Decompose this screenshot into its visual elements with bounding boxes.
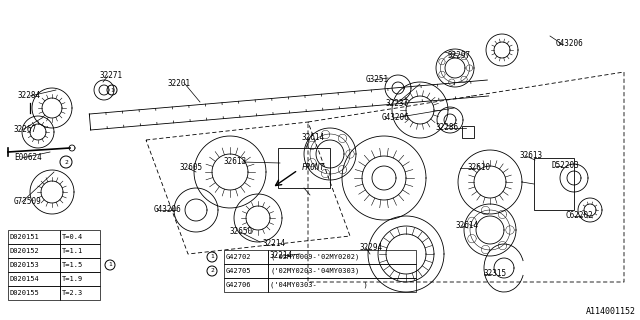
Text: E00624: E00624 <box>14 154 42 163</box>
Text: 32294: 32294 <box>360 244 383 252</box>
Text: G43206: G43206 <box>154 205 182 214</box>
Text: G72509: G72509 <box>14 197 42 206</box>
Text: 2: 2 <box>210 268 214 274</box>
Text: 32605: 32605 <box>180 164 203 172</box>
Text: 1: 1 <box>210 254 214 260</box>
Text: ('02MY0009-'02MY0202): ('02MY0009-'02MY0202) <box>270 254 359 260</box>
Bar <box>8 230 60 244</box>
Bar <box>268 278 416 292</box>
Bar <box>8 286 60 300</box>
Text: 32214: 32214 <box>262 239 285 249</box>
Text: G3251: G3251 <box>366 76 389 84</box>
Text: T=2.3: T=2.3 <box>62 290 83 296</box>
Text: D020155: D020155 <box>10 290 40 296</box>
Text: 2: 2 <box>64 159 68 164</box>
Text: T=1.9: T=1.9 <box>62 276 83 282</box>
Bar <box>278 148 330 188</box>
Bar <box>60 230 100 244</box>
Text: G42702: G42702 <box>226 254 252 260</box>
Text: C62202: C62202 <box>566 212 594 220</box>
Bar <box>224 264 268 278</box>
Bar <box>224 278 268 292</box>
Text: 32613: 32613 <box>224 157 247 166</box>
Text: G43206: G43206 <box>556 39 584 49</box>
Bar <box>268 264 416 278</box>
Text: G42705: G42705 <box>226 268 252 274</box>
Text: 32286: 32286 <box>436 124 459 132</box>
Text: ('04MY0303-           ): ('04MY0303- ) <box>270 282 368 288</box>
Text: T=0.4: T=0.4 <box>62 234 83 240</box>
Text: G43206: G43206 <box>382 114 410 123</box>
Text: 32650: 32650 <box>230 228 253 236</box>
Text: 32201: 32201 <box>168 79 191 89</box>
Text: D020152: D020152 <box>10 248 40 254</box>
Bar <box>224 250 268 264</box>
Bar <box>60 258 100 272</box>
Bar <box>8 258 60 272</box>
Text: 32614: 32614 <box>456 221 479 230</box>
Text: FRONT: FRONT <box>302 164 325 172</box>
Text: ('02MY0203-'04MY0303): ('02MY0203-'04MY0303) <box>270 268 359 274</box>
Bar <box>534 158 574 210</box>
Text: 32214: 32214 <box>270 252 293 260</box>
Bar <box>8 244 60 258</box>
Text: D52203: D52203 <box>552 162 580 171</box>
Bar <box>60 286 100 300</box>
Bar <box>268 250 416 264</box>
Text: 32267: 32267 <box>14 125 37 134</box>
Text: 32613: 32613 <box>520 151 543 161</box>
Text: 1: 1 <box>108 262 112 268</box>
Text: G42706: G42706 <box>226 282 252 288</box>
Text: 32237: 32237 <box>386 100 409 108</box>
Text: D020154: D020154 <box>10 276 40 282</box>
Text: D020153: D020153 <box>10 262 40 268</box>
Text: 32610: 32610 <box>468 164 491 172</box>
Text: T=1.1: T=1.1 <box>62 248 83 254</box>
Bar <box>60 244 100 258</box>
Text: D020151: D020151 <box>10 234 40 240</box>
Text: 32284: 32284 <box>18 92 41 100</box>
Bar <box>60 272 100 286</box>
Text: 1: 1 <box>110 87 114 92</box>
Text: 32315: 32315 <box>484 269 507 278</box>
Text: T=1.5: T=1.5 <box>62 262 83 268</box>
Text: 32271: 32271 <box>100 71 123 81</box>
Bar <box>8 272 60 286</box>
Text: A114001152: A114001152 <box>586 307 636 316</box>
Text: 32614: 32614 <box>302 133 325 142</box>
Text: 32297: 32297 <box>448 52 471 60</box>
Bar <box>462 126 474 138</box>
